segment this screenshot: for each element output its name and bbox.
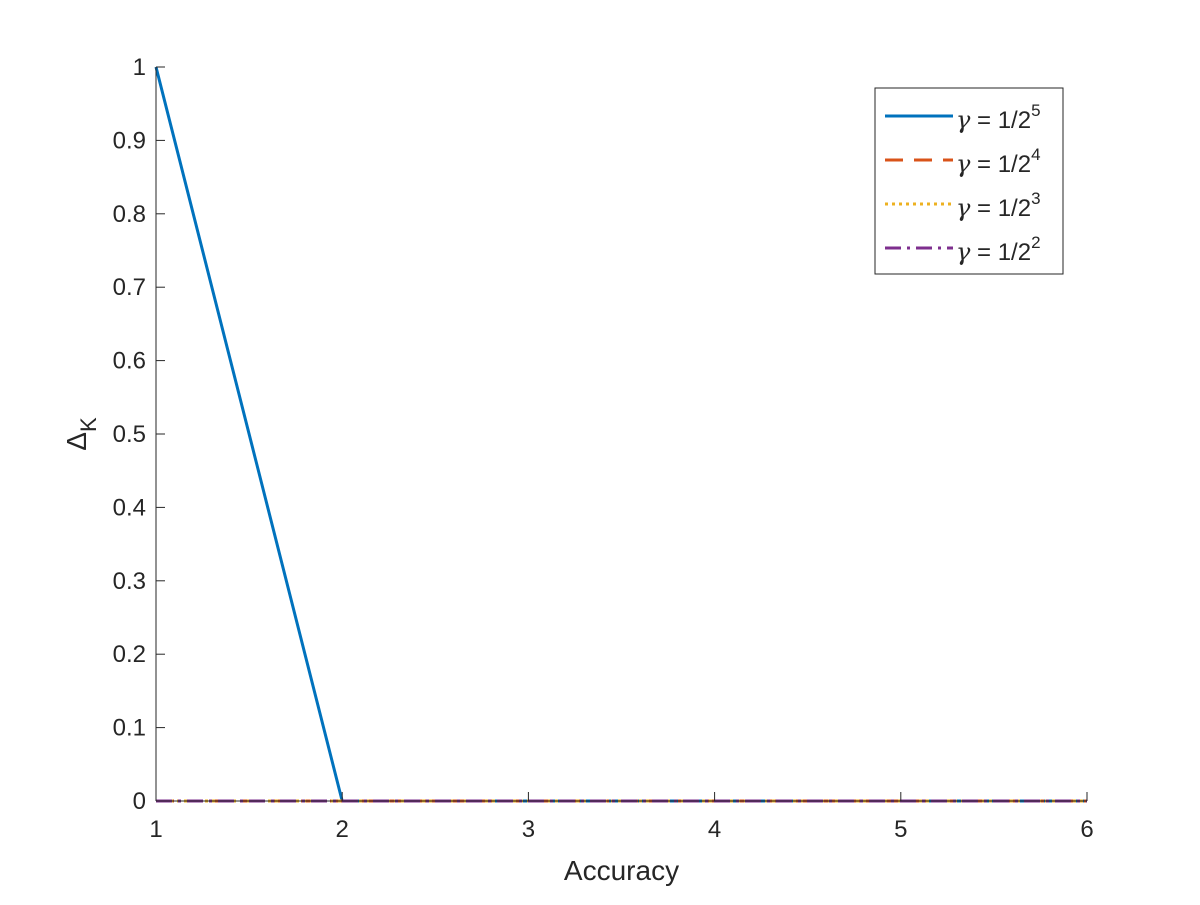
legend-label-sup: 5: [1031, 101, 1040, 120]
y-tick-label: 0.3: [113, 568, 146, 595]
x-tick-label: 2: [336, 816, 349, 843]
legend-label-symbol: γ: [956, 194, 971, 222]
y-tick-label: 0.5: [113, 421, 146, 448]
y-tick-label: 0.1: [113, 715, 146, 742]
y-tick-label: 0.8: [113, 201, 146, 228]
legend-label-4: γ = 1/22: [956, 233, 1041, 266]
legend-label-sup: 2: [1031, 233, 1040, 252]
x-tick-label: 6: [1080, 816, 1093, 843]
legend-label-1: γ = 1/25: [956, 101, 1041, 134]
legend-label-text: = 1/2: [970, 151, 1031, 178]
y-tick-label: 0.9: [113, 127, 146, 154]
legend-label-symbol: γ: [956, 106, 971, 134]
x-tick-label: 5: [894, 816, 907, 843]
legend-box: [874, 87, 1064, 275]
y-axis-label: ΔK: [61, 417, 101, 451]
legend-label-2: γ = 1/24: [956, 145, 1041, 178]
x-tick-label: 3: [522, 816, 535, 843]
legend-label-sup: 4: [1031, 145, 1040, 164]
y-tick-label: 0.7: [113, 274, 146, 301]
y-tick-label: 0: [133, 788, 146, 815]
axes: 1 2 3 4 5 6 0 0.1 0.2 0.3 0.4 0.5 0.6 0.7 0.8 0.9 1 Accur…: [61, 54, 1094, 886]
y-tick-label: 0.6: [113, 348, 146, 375]
legend: γ = 1/25γ = 1/24γ = 1/23γ = 1/22: [874, 87, 1064, 275]
legend-label-text: = 1/2: [970, 107, 1031, 134]
y-tick-label: 1: [133, 54, 146, 81]
y-axis-label-base: Δ: [61, 432, 92, 451]
legend-label-text: = 1/2: [970, 195, 1031, 222]
legend-label-symbol: γ: [956, 238, 971, 266]
y-tick-label: 0.2: [113, 641, 146, 668]
x-tick-label: 4: [708, 816, 721, 843]
x-axis-label: Accuracy: [564, 855, 679, 886]
legend-label-text: = 1/2: [970, 239, 1031, 266]
legend-label-sup: 3: [1031, 189, 1040, 208]
legend-label-3: γ = 1/23: [956, 189, 1041, 222]
y-axis-label-sub: K: [76, 417, 101, 432]
y-tick-label: 0.4: [113, 494, 146, 521]
x-tick-label: 1: [149, 816, 162, 843]
legend-label-symbol: γ: [956, 150, 971, 178]
